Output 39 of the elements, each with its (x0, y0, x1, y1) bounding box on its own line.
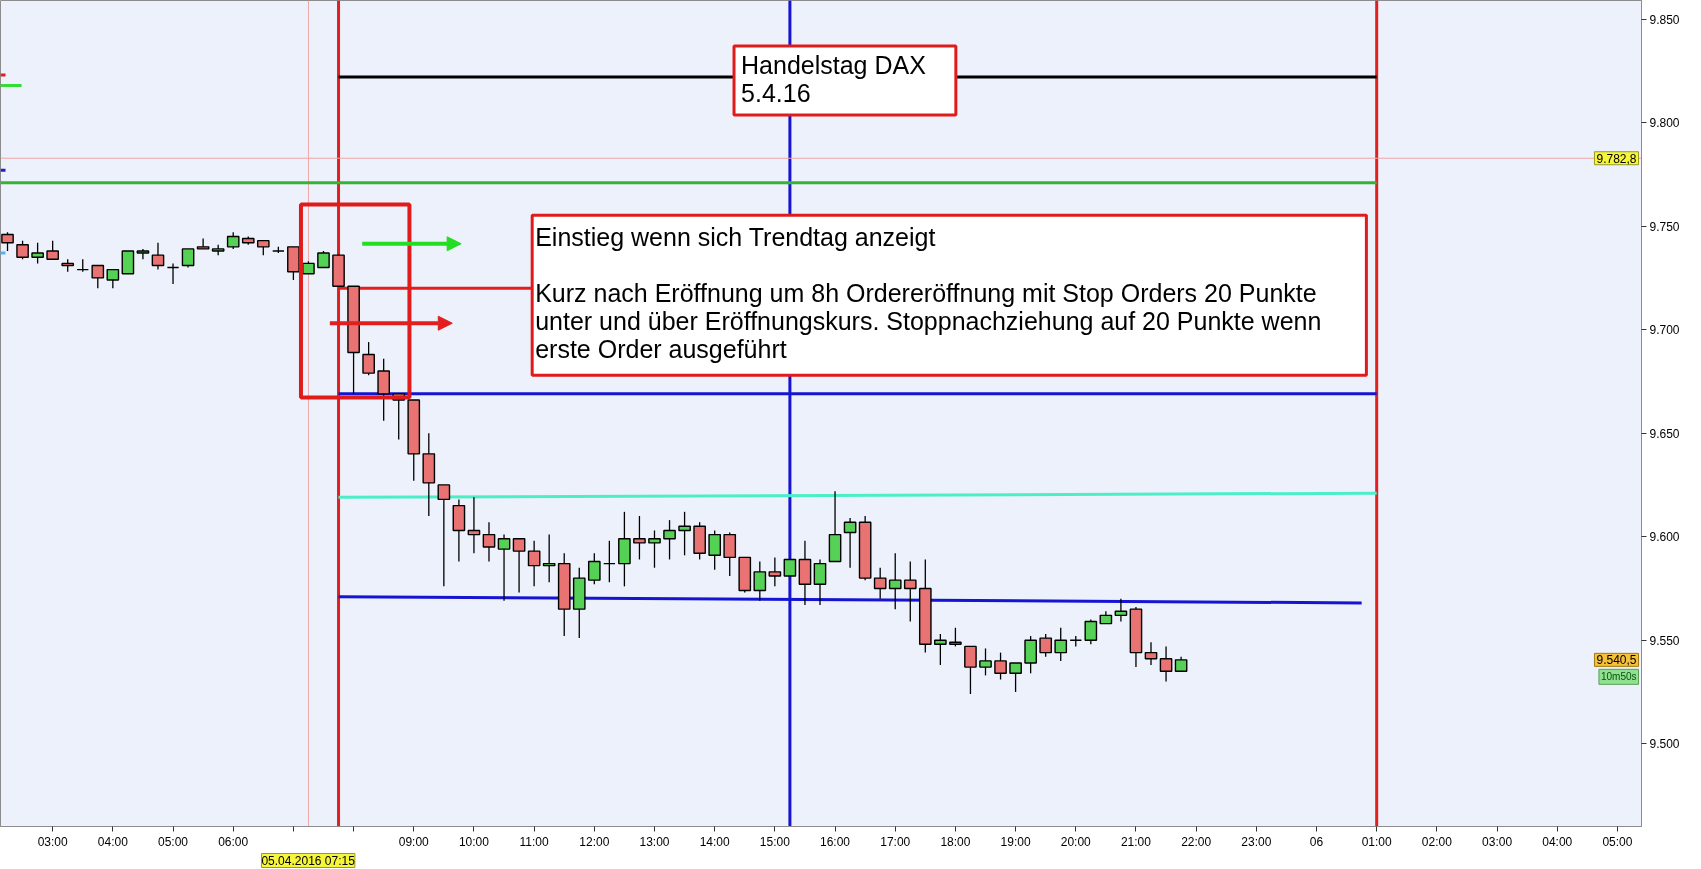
x-tick-label: 19:00 (1000, 834, 1031, 849)
x-tick-label: 05:00 (1602, 834, 1633, 849)
x-tick-label: 23:00 (1241, 834, 1272, 849)
annotation: 10m50s (1600, 671, 1637, 683)
y-tick-label: 9.800 (1649, 116, 1680, 131)
x-tick-label: 18:00 (940, 834, 971, 849)
annotation: 9.540,5 (1596, 653, 1637, 668)
x-tick-label: 06 (1309, 834, 1324, 849)
y-tick-label: 9.550 (1649, 633, 1680, 648)
x-tick-label: 20:00 (1060, 834, 1092, 849)
x-tick-label: 06:00 (218, 834, 249, 849)
annotation: Einstieg wenn sich Trendtag anzeigt Kurz nach Eröffnung um 8h Ordereröffnung mit Stop Orders 20 Punkte unter und über Eröffnungskurs. Stoppnachziehung auf 20 Punkte wenn erste Order ausgeführt (535, 223, 1322, 364)
x-tick-label: 09:00 (398, 834, 430, 849)
x-tick-label: 01:00 (1361, 834, 1393, 849)
x-tick-label: 14:00 (699, 834, 731, 849)
y-tick-label: 9.600 (1649, 530, 1680, 545)
x-tick-label: 05:00 (158, 834, 189, 849)
x-tick-label: 22:00 (1181, 834, 1212, 849)
y-tick-label: 9.650 (1649, 426, 1680, 441)
x-tick-label: 13:00 (639, 834, 670, 849)
x-tick-label: 11:00 (519, 834, 550, 849)
x-tick-label: 10:00 (458, 834, 490, 849)
y-tick-label: 9.750 (1649, 219, 1680, 234)
y-tick-label: 9.700 (1649, 323, 1680, 338)
annotation: Handelstag DAX 5.4.16 (741, 50, 927, 107)
x-tick-label: 04:00 (97, 834, 129, 849)
x-tick-label: 02:00 (1421, 834, 1453, 849)
y-tick-label: 9.500 (1649, 737, 1680, 752)
x-tick-label: 17:00 (880, 834, 911, 849)
x-tick-label: 16:00 (820, 834, 851, 849)
x-tick-label: 04:00 (1542, 834, 1573, 849)
x-tick-label: 21:00 (1120, 834, 1152, 849)
x-tick-label: 03:00 (37, 834, 68, 849)
x-tick-label: 15:00 (759, 834, 791, 849)
x-tick-label: 03:00 (1482, 834, 1513, 849)
ref-line-label: 05.04.2016 07:15 (261, 853, 356, 868)
x-tick-label: 12:00 (579, 834, 610, 849)
ref-line-label: 9.782,8 (1596, 151, 1637, 166)
y-tick-label: 9.850 (1649, 12, 1680, 27)
